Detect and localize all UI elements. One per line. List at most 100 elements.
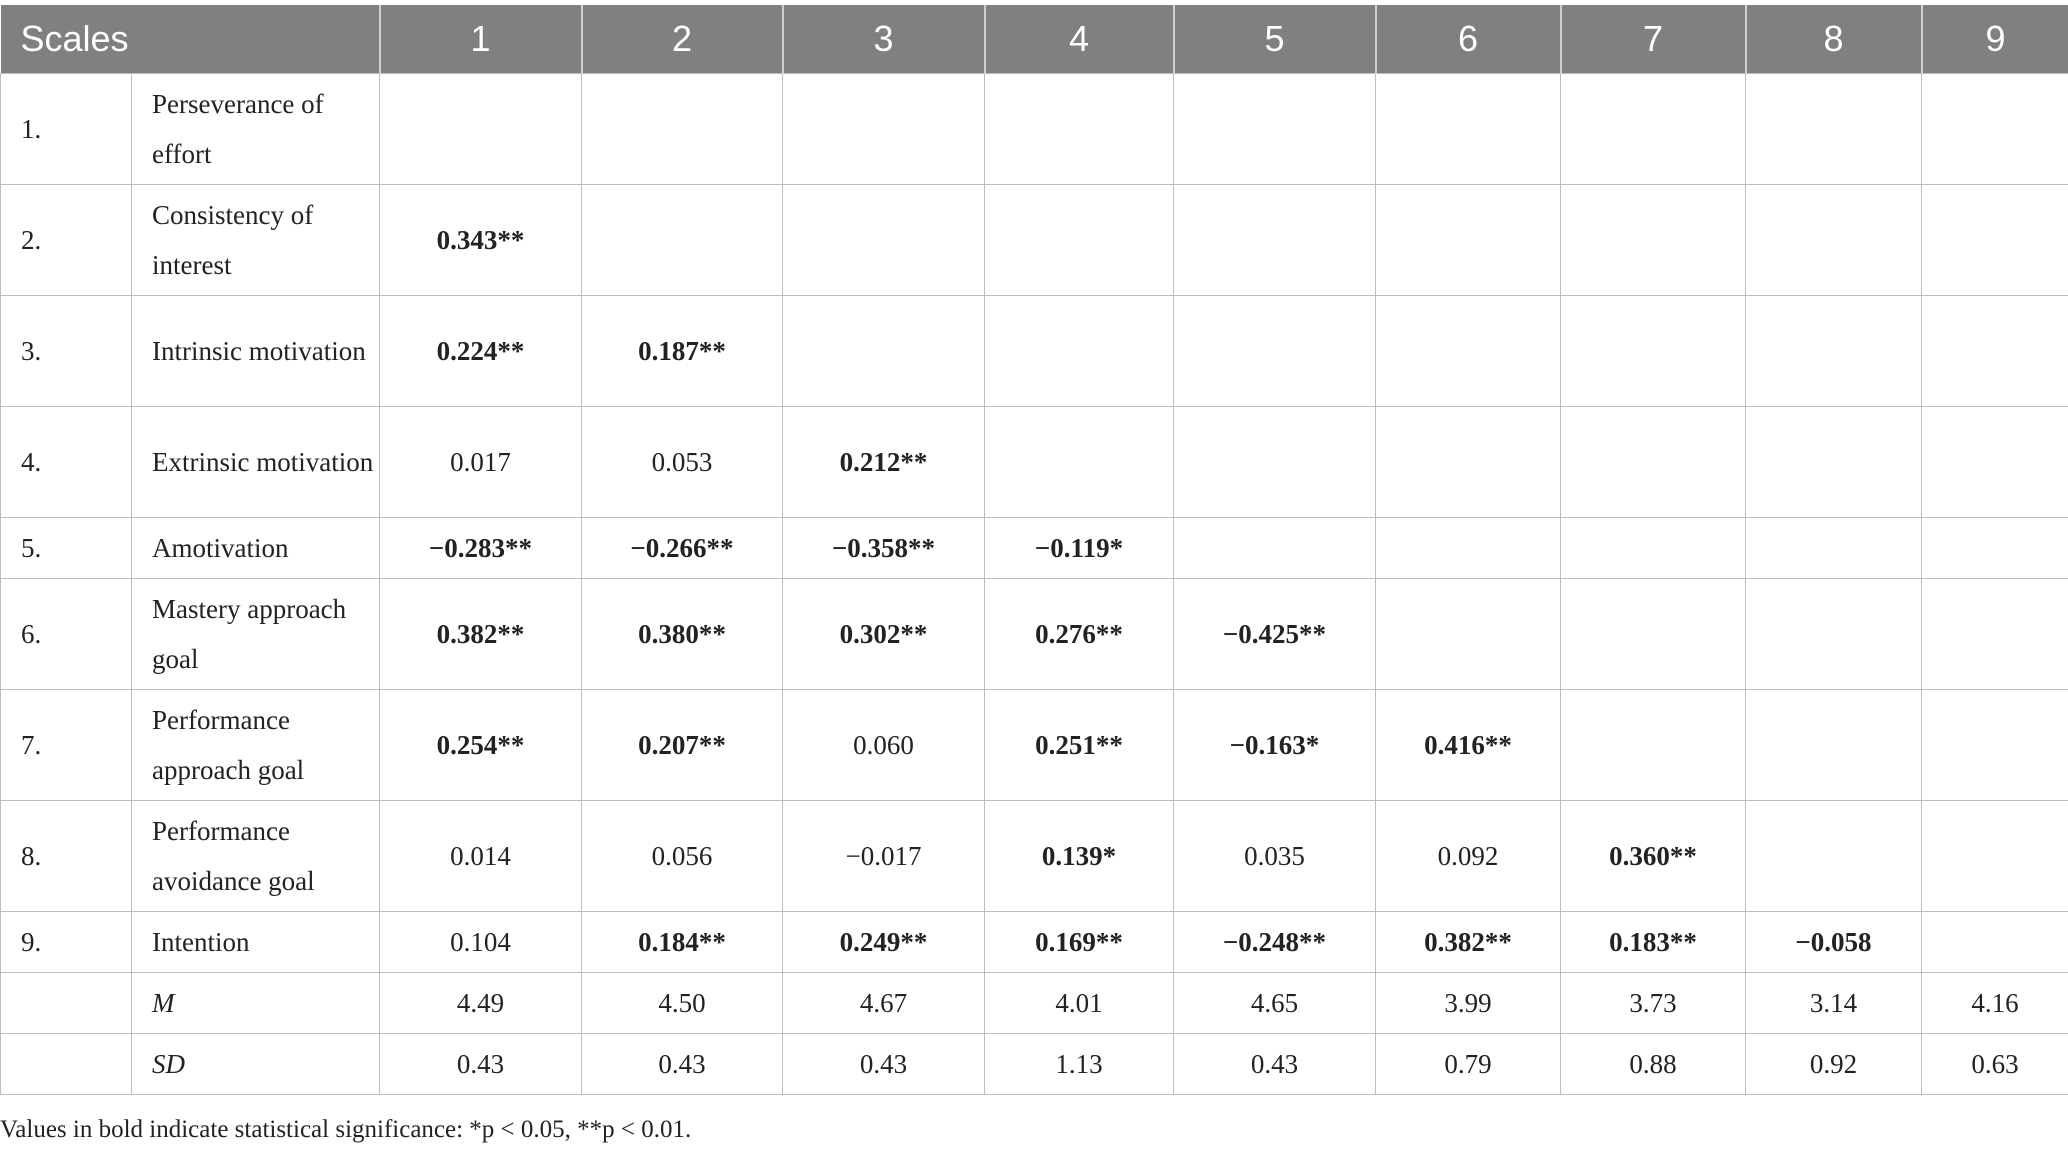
correlation-cell (1921, 517, 2068, 579)
correlation-cell (984, 406, 1174, 518)
correlation-cell (1173, 517, 1376, 579)
correlation-cell (581, 184, 783, 296)
correlation-cell: 0.092 (1375, 800, 1561, 912)
correlation-cell (1745, 578, 1922, 690)
correlation-cell: 0.056 (581, 800, 783, 912)
correlation-cell: −0.266** (581, 517, 783, 579)
correlation-cell (1921, 800, 2068, 912)
correlation-cell: 0.053 (581, 406, 783, 518)
correlation-cell: −0.058 (1745, 911, 1922, 973)
scale-name: Amotivation (131, 517, 380, 579)
correlation-cell: 0.187** (581, 295, 783, 407)
stat-value: 0.63 (1921, 1033, 2068, 1095)
stat-value: 0.43 (782, 1033, 985, 1095)
stat-value: 0.43 (1173, 1033, 1376, 1095)
table-row: 4. Extrinsic motivation 0.017 0.053 0.212** (0, 406, 2068, 518)
correlation-cell: −0.119* (984, 517, 1174, 579)
correlation-cell (1560, 184, 1746, 296)
correlation-cell (1921, 911, 2068, 973)
table-row: 2. Consistency of interest 0.343** (0, 184, 2068, 296)
correlation-cell: 0.249** (782, 911, 985, 973)
stat-value: 3.99 (1375, 972, 1561, 1034)
stat-value: 4.67 (782, 972, 985, 1034)
correlation-cell (1745, 295, 1922, 407)
correlation-cell: 0.416** (1375, 689, 1561, 801)
table-footnote: Values in bold indicate statistical sign… (0, 1116, 692, 1143)
correlation-cell (1173, 73, 1376, 185)
correlation-cell: 0.169** (984, 911, 1174, 973)
correlation-cell: −0.425** (1173, 578, 1376, 690)
correlation-cell: −0.163* (1173, 689, 1376, 801)
table-row: 6. Mastery approach goal 0.382** 0.380** 0.3… (0, 578, 2068, 690)
stat-value: 3.73 (1560, 972, 1746, 1034)
header-scales: Scales (0, 5, 380, 74)
correlation-cell (379, 73, 582, 185)
correlation-cell: 0.212** (782, 406, 985, 518)
row-number: 9. (0, 911, 132, 973)
correlation-cell (1745, 184, 1922, 296)
stat-value: 1.13 (984, 1033, 1174, 1095)
table-row: 7. Performance approach goal 0.254** 0.207*… (0, 689, 2068, 801)
correlation-cell: −0.358** (782, 517, 985, 579)
correlation-cell (1745, 406, 1922, 518)
correlation-cell: −0.248** (1173, 911, 1376, 973)
correlation-cell (1921, 689, 2068, 801)
stat-value: 0.88 (1560, 1033, 1746, 1095)
row-number: 6. (0, 578, 132, 690)
correlation-cell: 0.254** (379, 689, 582, 801)
correlation-cell (1560, 578, 1746, 690)
row-number: 5. (0, 517, 132, 579)
stat-value: 4.50 (581, 972, 783, 1034)
correlation-cell (1921, 406, 2068, 518)
correlation-cell (1375, 517, 1561, 579)
correlation-cell (1921, 184, 2068, 296)
correlation-cell: 0.017 (379, 406, 582, 518)
correlation-cell: 0.035 (1173, 800, 1376, 912)
correlation-cell (1173, 295, 1376, 407)
header-col-6: 6 (1374, 5, 1561, 74)
stat-value: 0.79 (1375, 1033, 1561, 1095)
correlation-cell (984, 295, 1174, 407)
correlation-cell: 0.183** (1560, 911, 1746, 973)
row-number: 4. (0, 406, 132, 518)
correlation-cell (1375, 295, 1561, 407)
stat-label: M (131, 972, 380, 1034)
stats-row: SD 0.43 0.43 0.43 1.13 0.43 0.79 0.88 0.92 0.63 (0, 1033, 2068, 1095)
correlation-cell (984, 73, 1174, 185)
empty-cell (0, 972, 132, 1034)
correlation-cell (581, 73, 783, 185)
header-col-9: 9 (1920, 5, 2068, 74)
correlation-cell: 0.251** (984, 689, 1174, 801)
stat-value: 4.49 (379, 972, 582, 1034)
correlation-cell: 0.382** (379, 578, 582, 690)
correlation-cell (782, 295, 985, 407)
correlation-cell: 0.139* (984, 800, 1174, 912)
header-col-4: 4 (983, 5, 1174, 74)
correlation-cell (1375, 578, 1561, 690)
correlation-cell: 0.343** (379, 184, 582, 296)
correlation-cell (1560, 406, 1746, 518)
stat-value: 0.43 (379, 1033, 582, 1095)
header-col-1: 1 (378, 5, 582, 74)
header-row: Scales 1 2 3 4 5 6 7 8 9 (0, 5, 2068, 74)
table-row: 8. Performance avoidance goal 0.014 0.056 −0… (0, 800, 2068, 912)
stat-value: 3.14 (1745, 972, 1922, 1034)
correlation-cell: −0.017 (782, 800, 985, 912)
correlation-cell: 0.104 (379, 911, 582, 973)
scale-name: Intrinsic motivation (131, 295, 380, 407)
correlation-cell (1173, 406, 1376, 518)
correlation-cell: 0.207** (581, 689, 783, 801)
stat-label: SD (131, 1033, 380, 1095)
row-number: 3. (0, 295, 132, 407)
correlation-cell (1921, 578, 2068, 690)
correlation-cell: 0.060 (782, 689, 985, 801)
header-col-5: 5 (1172, 5, 1376, 74)
header-col-2: 2 (580, 5, 783, 74)
correlation-cell: 0.014 (379, 800, 582, 912)
stat-value: 4.65 (1173, 972, 1376, 1034)
correlation-cell (1375, 406, 1561, 518)
header-col-8: 8 (1744, 5, 1922, 74)
row-number: 1. (0, 73, 132, 185)
correlation-cell: 0.224** (379, 295, 582, 407)
correlation-cell: 0.360** (1560, 800, 1746, 912)
